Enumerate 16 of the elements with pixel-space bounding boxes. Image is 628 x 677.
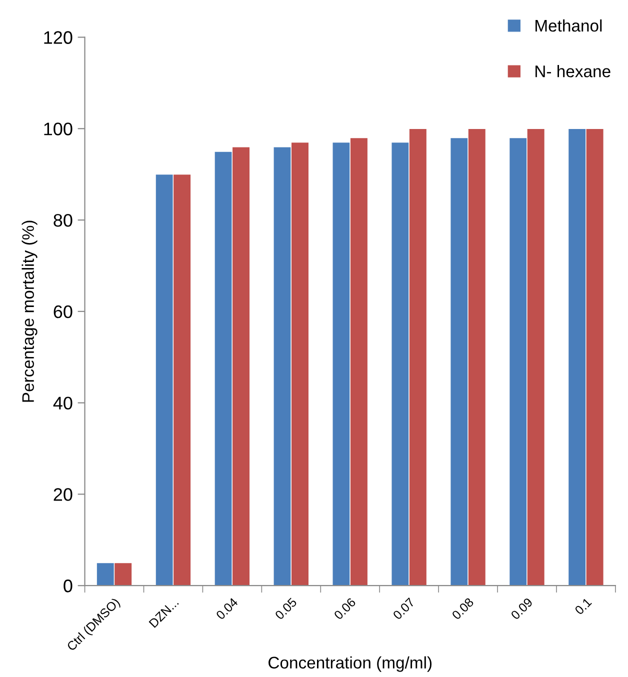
y-tick-label: 60: [54, 305, 72, 318]
legend-label: N- hexane: [536, 65, 610, 78]
x-tick-label: 0.09: [510, 597, 534, 620]
x-tick-label: 0.06: [333, 597, 356, 620]
y-tick-label: 100: [44, 122, 72, 136]
y-axis-title: Percentage mortality (%): [22, 220, 38, 402]
x-tick-label: 0.08: [451, 597, 474, 620]
x-axis-title: Concentration (mg/ml): [268, 656, 432, 672]
x-tick-label: 0.1: [574, 597, 592, 616]
x-tick-label: 0.04: [216, 597, 238, 620]
y-tick-label: 120: [44, 31, 72, 44]
y-tick-label: 40: [53, 396, 72, 410]
legend-label: Methanol: [536, 19, 602, 32]
y-tick-label: 80: [54, 214, 72, 227]
y-tick-label: 20: [54, 488, 72, 501]
y-tick-label: 0: [64, 580, 72, 592]
